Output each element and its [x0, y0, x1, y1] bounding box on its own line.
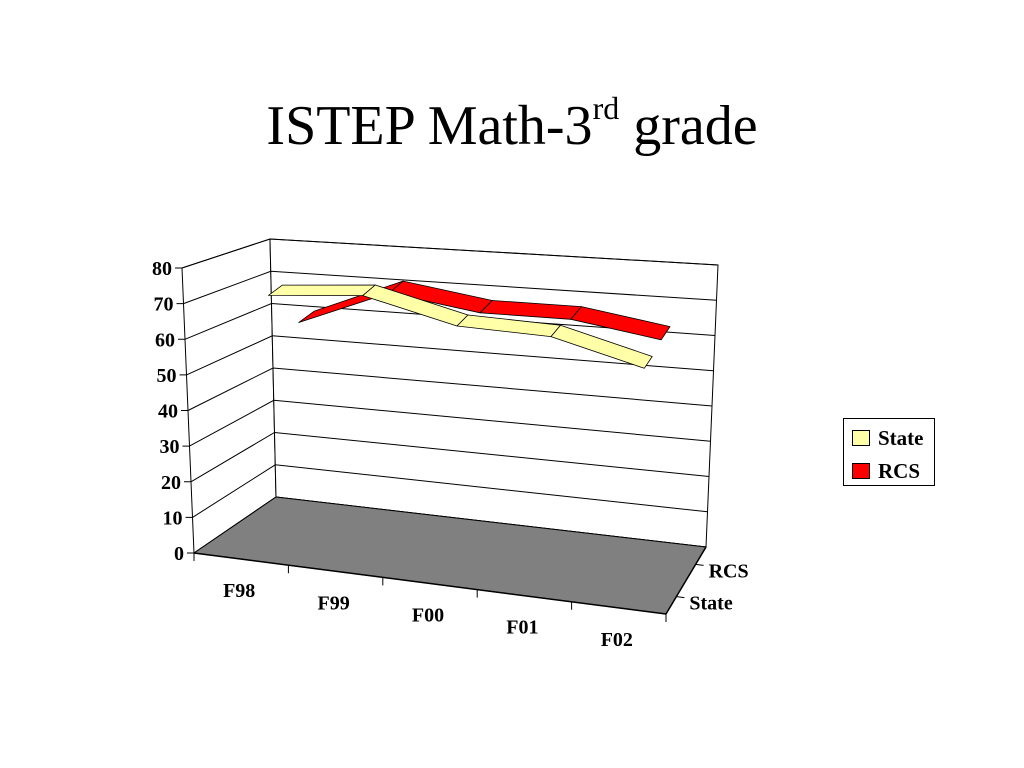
legend-swatch-state	[852, 430, 870, 446]
chart-floor	[192, 496, 707, 622]
depth-tick-label: State	[689, 593, 732, 615]
depth-axis-line	[665, 546, 707, 615]
x-tick-label: F01	[506, 617, 538, 639]
chart-tick-labels: 0 10 20 30 40 50 60 70 80 F98 F99 F00 F01 F02 RCS State	[152, 258, 749, 651]
depth-tick-mark	[695, 563, 704, 566]
x-tick-label: F99	[317, 592, 349, 614]
y-tick-label: 70	[154, 294, 174, 316]
gridline	[189, 399, 711, 447]
gridline	[184, 302, 716, 340]
y-tick-label: 40	[158, 401, 178, 423]
ribbon-segment-state	[550, 324, 653, 369]
gridline	[187, 367, 713, 411]
y-tick-label: 50	[157, 365, 177, 387]
x-tick-label: F98	[223, 580, 255, 602]
title-suffix: grade	[619, 95, 758, 157]
title-superscript: rd	[592, 90, 620, 126]
legend-label-state: State	[878, 425, 924, 450]
y-tick-label: 30	[160, 436, 180, 458]
y-tick-label: 0	[174, 543, 184, 565]
title-main: ISTEP Math-3	[266, 95, 593, 157]
chart-series	[267, 280, 671, 369]
x-tick-label: F00	[412, 605, 444, 627]
x-axis-line	[193, 552, 667, 615]
ribbon-segment-state	[267, 284, 376, 297]
gridline	[190, 431, 710, 483]
legend-swatch-rcs	[852, 463, 870, 479]
y-tick-label: 80	[152, 258, 172, 280]
y-tick-label: 20	[161, 472, 181, 494]
x-tick-label: F02	[601, 629, 633, 651]
legend-item-rcs: RCS	[852, 459, 920, 483]
y-tick-label: 60	[155, 329, 175, 351]
gridline	[181, 238, 719, 269]
legend-item-state: State	[852, 426, 924, 450]
depth-tick-label: RCS	[709, 560, 749, 582]
gridline	[186, 335, 714, 376]
gridline	[183, 270, 717, 305]
depth-tick-mark	[676, 596, 685, 599]
legend-label-rcs: RCS	[878, 458, 921, 483]
y-tick-label: 10	[163, 507, 183, 529]
legend: State RCS	[843, 418, 935, 486]
gridline	[192, 464, 708, 518]
slide-title: ISTEP Math-3rd grade	[0, 92, 1024, 157]
ribbon-segment-rcs	[570, 306, 671, 341]
side-wall	[181, 238, 277, 554]
